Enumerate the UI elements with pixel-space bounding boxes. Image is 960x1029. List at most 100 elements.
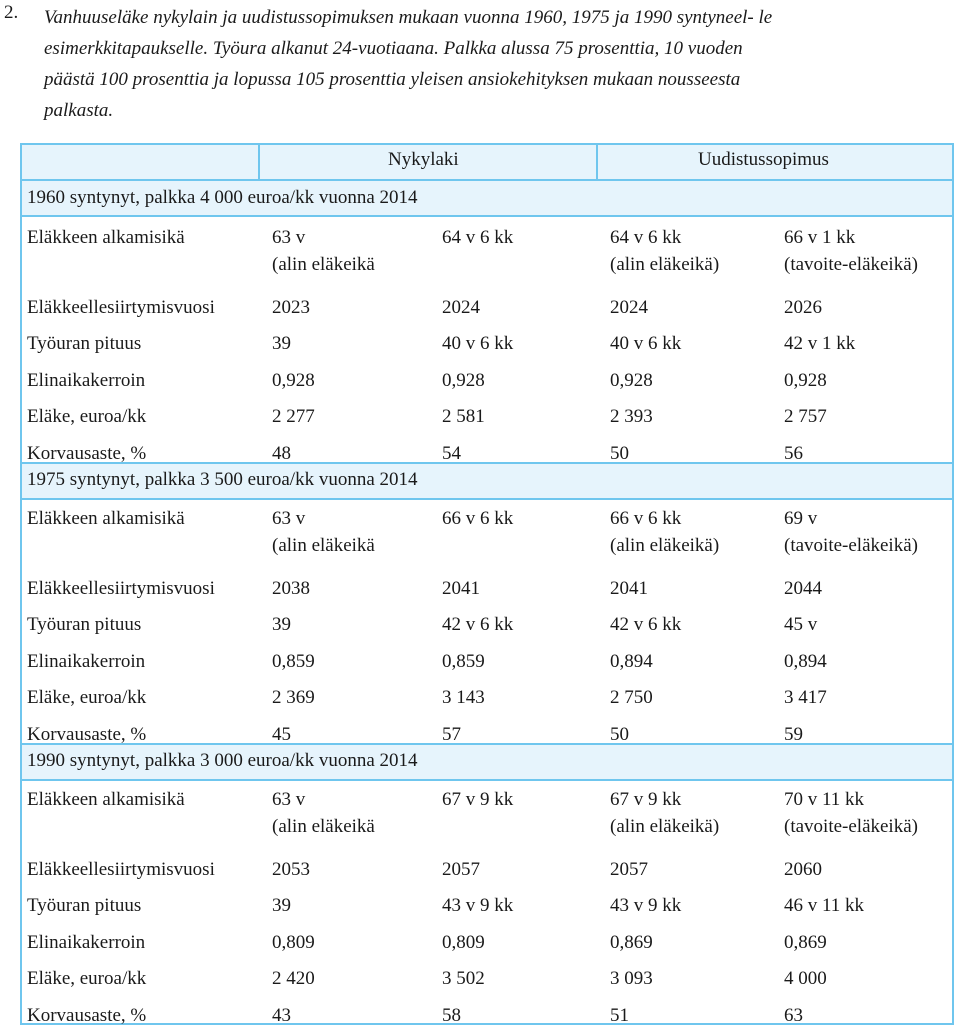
row-label-text: Eläkkeellesiirtymisvuosi [27,297,215,318]
table-cell: 39 [272,892,291,919]
row-label-text: Eläkkeen alkamisikä [27,789,185,810]
caption-line: päästä 100 prosenttia ja lopussa 105 pro… [44,69,741,90]
cell-value: 0,869 [610,932,653,953]
cell-value: 39 [272,333,291,354]
cell-value: 0,928 [272,370,315,391]
cell-value: 57 [442,724,461,745]
cell-value: 70 v 11 kk [784,789,865,810]
caption-line: esimerkkitapaukselle. Työura alkanut 24-… [44,38,743,59]
table-cell: 2 277 [272,403,315,430]
cell-value: 45 [272,724,291,745]
row-label: Korvausaste, % [27,440,146,467]
table-cell: 2038 [272,575,310,602]
table-cell: 3 143 [442,684,485,711]
row-label: Työuran pituus [27,892,141,919]
cell-value: 64 v 6 kk [610,227,682,248]
cell-value: 45 v [784,614,818,635]
header-divider [260,179,952,181]
row-label: Elinaikakerroin [27,648,145,675]
cell-value: 2024 [442,297,480,318]
row-label: Eläkkeen alkamisikä [27,505,185,532]
cell-value: 39 [272,614,291,635]
row-label-text: Korvausaste, % [27,443,147,464]
row-label: Korvausaste, % [27,1002,146,1029]
table-cell: 0,928 [272,367,315,394]
cell-value: 3 143 [442,687,485,708]
row-label: Eläke, euroa/kk [27,403,146,430]
table-cell: 3 502 [442,965,485,992]
cell-value: 0,809 [272,932,315,953]
section-title: 1975 syntynyt, palkka 3 500 euroa/kk vuo… [27,469,418,490]
table-cell: 2041 [610,575,648,602]
cell-note: (alin eläkeikä [272,535,375,556]
caption-line: palkasta. [44,100,114,121]
table-cell: 2060 [784,856,822,883]
table-cell: 0,869 [784,929,827,956]
table-cell: 2057 [442,856,480,883]
table-cell: 2044 [784,575,822,602]
table-cell: 42 v 1 kk [784,330,855,357]
cell-value: 2041 [610,578,648,599]
cell-value: 0,809 [442,932,485,953]
cell-value: 2041 [442,578,480,599]
section-band [22,181,952,217]
caption-text: Vanhuuseläke nykylain ja uudistussopimuk… [44,2,956,126]
cell-value: 64 v 6 kk [442,227,514,248]
table-cell: 43 v 9 kk [610,892,681,919]
row-label-text: Työuran pituus [27,895,142,916]
table-cell: 39 [272,330,291,357]
row-label-text: Elinaikakerroin [27,651,146,672]
table-cell: 50 [610,440,629,467]
row-label: Eläkkeellesiirtymisvuosi [27,575,215,602]
cell-value: 59 [784,724,803,745]
cell-value: 2044 [784,578,822,599]
table-cell: 42 v 6 kk [610,611,681,638]
cell-value: 0,859 [272,651,315,672]
cell-value: 50 [610,443,629,464]
cell-value: 67 v 9 kk [442,789,514,810]
cell-value: 43 v 9 kk [442,895,514,916]
cell-note: (tavoite-eläkeikä) [784,254,918,275]
table-cell: 0,809 [442,929,485,956]
row-label-text: Eläke, euroa/kk [27,968,147,989]
table-cell: 39 [272,611,291,638]
cell-value: 42 v 6 kk [610,614,682,635]
table-cell: 66 v 6 kk (alin eläkeikä) [610,505,719,559]
row-label-text: Korvausaste, % [27,1005,147,1026]
table-cell: 56 [784,440,803,467]
row-label: Eläkkeellesiirtymisvuosi [27,294,215,321]
table-cell: 2024 [610,294,648,321]
cell-note: (alin eläkeikä) [610,816,720,837]
table-cell: 0,894 [784,648,827,675]
row-label: Eläkkeen alkamisikä [27,224,185,251]
table-cell: 59 [784,721,803,748]
cell-value: 3 093 [610,968,653,989]
row-label: Eläkkeen alkamisikä [27,786,185,813]
cell-value: 3 502 [442,968,485,989]
table-cell: 2024 [442,294,480,321]
cell-value: 2038 [272,578,310,599]
row-label-text: Eläke, euroa/kk [27,687,147,708]
cell-value: 43 [272,1005,291,1026]
table-cell: 2057 [610,856,648,883]
row-label-text: Elinaikakerroin [27,370,146,391]
cell-value: 2024 [610,297,648,318]
row-label-text: Eläkkeen alkamisikä [27,508,185,529]
cell-value: 0,928 [610,370,653,391]
cell-value: 2057 [610,859,648,880]
section-band [22,743,952,781]
section-band [22,462,952,500]
cell-value: 39 [272,895,291,916]
table-cell: 0,894 [610,648,653,675]
header-nykylaki: Nykylaki [388,149,459,170]
caption-number: 2. [4,2,19,23]
table-cell: 64 v 6 kk (alin eläkeikä) [610,224,719,278]
table-cell: 2026 [784,294,822,321]
table-cell: 43 [272,1002,291,1029]
table-cell: 48 [272,440,291,467]
table-cell: 42 v 6 kk [442,611,513,638]
table-cell: 2 581 [442,403,485,430]
table-cell: 66 v 6 kk [442,505,513,532]
row-label-text: Eläkkeen alkamisikä [27,227,185,248]
cell-value: 42 v 1 kk [784,333,856,354]
